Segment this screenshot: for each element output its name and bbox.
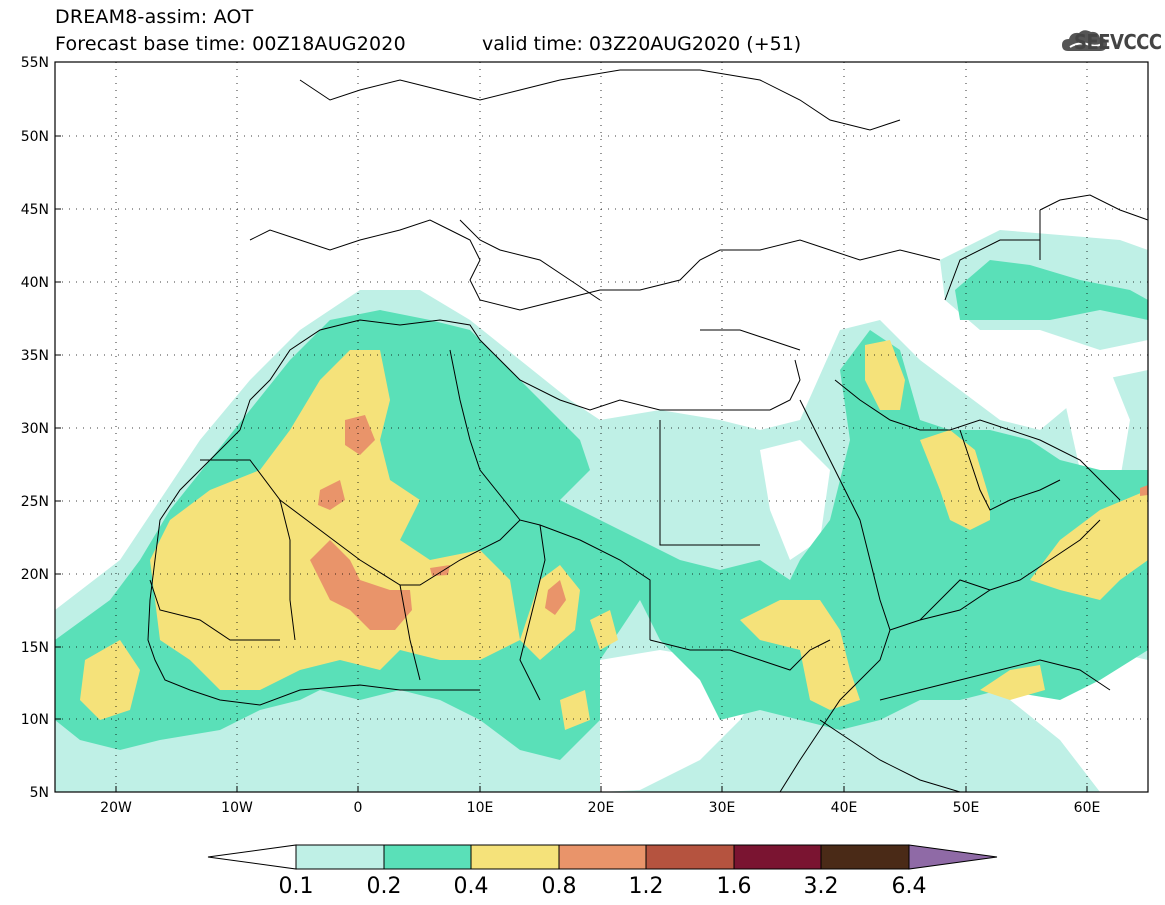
lon-axis: 20W 10W 0 10E 20E 30E 40E 50E 60E (100, 800, 1100, 816)
lat-label: 30N (21, 421, 49, 437)
colorbar-label: 6.4 (892, 874, 927, 899)
colorbar-swatch (470, 844, 560, 870)
aot-fields (55, 230, 1148, 792)
valid-time: valid time: 03Z20AUG2020 (+51) (482, 33, 802, 55)
colorbar-swatch (558, 844, 647, 870)
colorbar-label: 0.2 (367, 874, 402, 899)
colorbar-swatch (295, 844, 385, 870)
cloud-logo-icon (1062, 30, 1107, 51)
forecast-base-time: Forecast base time: 00Z18AUG2020 (55, 33, 406, 55)
aot-level-0.4 (150, 350, 520, 690)
lon-label: 0 (354, 800, 363, 816)
colorbar-high-arrow (908, 844, 998, 870)
lat-label: 25N (21, 494, 49, 510)
lat-label: 55N (21, 55, 49, 71)
colorbar-low-arrow (207, 844, 297, 870)
colorbar-swatch (820, 844, 910, 870)
lat-label: 50N (21, 129, 49, 145)
colorbar-labels: 0.1 0.2 0.4 0.8 1.2 1.6 3.2 6.4 (279, 874, 927, 899)
lon-label: 60E (1074, 800, 1101, 816)
lat-label: 35N (21, 348, 49, 364)
lat-label: 15N (21, 640, 49, 656)
lat-ticks (55, 135, 1088, 792)
colorbar-swatch (733, 844, 822, 870)
colorbar-label: 0.8 (542, 874, 577, 899)
colorbar (207, 844, 998, 870)
borders (147, 69, 1148, 792)
lon-label: 20W (100, 800, 132, 816)
lat-label: 5N (30, 785, 49, 801)
lat-label: 20N (21, 567, 49, 583)
colorbar-label: 0.4 (454, 874, 489, 899)
colorbar-label: 3.2 (804, 874, 839, 899)
colorbar-label: 1.6 (717, 874, 752, 899)
aot-level-0.8 (310, 540, 412, 630)
colorbar-label: 1.2 (629, 874, 664, 899)
map-title: DREAM8-assim: AOT (55, 6, 254, 28)
lat-label: 40N (21, 275, 49, 291)
colorbar-swatch (383, 844, 472, 870)
lat-label: 45N (21, 202, 49, 218)
lon-label: 50E (953, 800, 980, 816)
lon-label: 40E (831, 800, 858, 816)
gridlines (55, 62, 1148, 792)
lat-axis: 55N 50N 45N 40N 35N 30N 25N 20N 15N 10N … (21, 55, 49, 801)
lon-label: 20E (588, 800, 615, 816)
lon-label: 30E (709, 800, 736, 816)
colorbar-label: 0.1 (279, 874, 314, 899)
lon-label: 10W (221, 800, 253, 816)
lat-label: 10N (21, 712, 49, 728)
logo-text: SEEVCCC (1074, 30, 1162, 54)
colorbar-swatch (645, 844, 735, 870)
lon-label: 10E (467, 800, 494, 816)
